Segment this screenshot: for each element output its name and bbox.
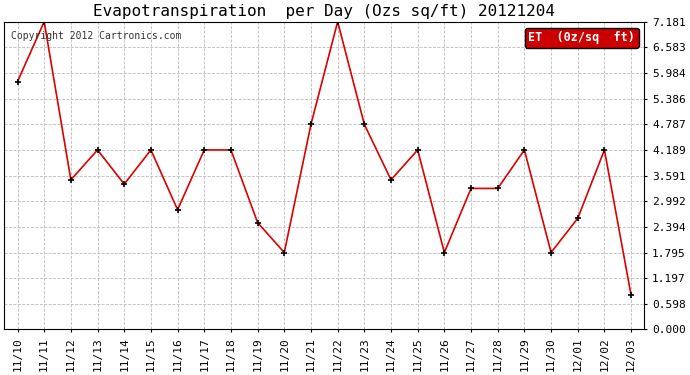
Legend: ET  (0z/sq  ft): ET (0z/sq ft) xyxy=(524,28,638,48)
Text: Copyright 2012 Cartronics.com: Copyright 2012 Cartronics.com xyxy=(10,31,181,41)
Title: Evapotranspiration  per Day (Ozs sq/ft) 20121204: Evapotranspiration per Day (Ozs sq/ft) 2… xyxy=(93,4,555,19)
